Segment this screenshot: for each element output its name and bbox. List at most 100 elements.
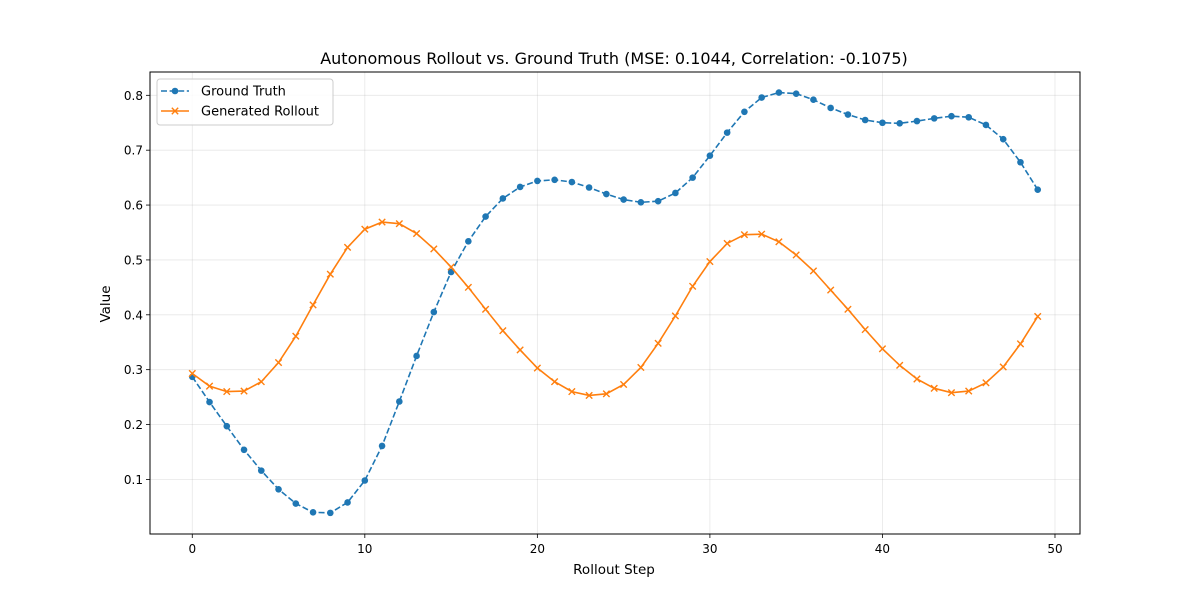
data-point [240, 387, 248, 395]
data-point [430, 308, 438, 316]
data-point [274, 358, 283, 367]
data-point [205, 382, 214, 390]
data-point [516, 346, 524, 354]
data-point [913, 117, 921, 125]
data-point [930, 384, 938, 393]
data-point [568, 178, 576, 186]
data-point [672, 189, 679, 197]
data-point [447, 263, 455, 271]
data-point [861, 325, 869, 334]
data-point [188, 369, 196, 378]
data-point [585, 184, 593, 191]
data-point [1034, 186, 1042, 193]
data-point [378, 218, 386, 226]
legend-item: Generated Rollout [161, 105, 319, 120]
data-point [361, 477, 369, 484]
data-point [534, 177, 541, 185]
legend-box [156, 78, 334, 126]
data-point [603, 190, 610, 198]
data-point [275, 485, 282, 493]
data-point [620, 196, 627, 203]
x-axis-label: Rollout Step [573, 562, 655, 578]
y-axis-label: Value [98, 285, 114, 322]
y-tick-label: 0.3 [124, 363, 143, 377]
data-point [706, 152, 714, 159]
data-point [861, 116, 869, 124]
data-point [895, 361, 904, 369]
data-point [913, 375, 921, 383]
data-point [602, 390, 611, 398]
data-point [844, 305, 852, 314]
plot-frame [149, 71, 1081, 535]
data-point [240, 446, 248, 454]
data-point [930, 115, 938, 122]
x-tick-label: 50 [1047, 542, 1062, 556]
data-point [430, 245, 438, 253]
x-tick-label: 10 [357, 542, 372, 556]
data-point [947, 389, 956, 397]
data-point [688, 282, 697, 290]
data-point [257, 467, 265, 474]
data-point [637, 199, 645, 206]
y-tick-label: 0.5 [124, 253, 143, 267]
data-point [292, 500, 300, 507]
data-point [481, 305, 490, 314]
data-point [413, 352, 420, 360]
data-point [758, 94, 765, 101]
data-point [257, 378, 265, 386]
data-point [741, 108, 748, 116]
x-tick-label: 0 [188, 542, 196, 556]
series-generated-rollout [188, 218, 1042, 400]
data-point [844, 111, 852, 118]
chart-title: Autonomous Rollout vs. Ground Truth (MSE… [320, 49, 908, 68]
data-point [982, 121, 990, 129]
data-point [792, 251, 800, 259]
data-point [879, 119, 886, 127]
data-point [447, 268, 455, 276]
data-point [395, 220, 404, 228]
data-point [757, 230, 766, 238]
data-point [464, 283, 473, 292]
y-tick-label: 0.4 [124, 308, 143, 322]
y-tick-label: 0.6 [124, 199, 143, 213]
data-point [223, 387, 231, 396]
data-point [309, 509, 317, 516]
data-point [533, 364, 542, 372]
data-point [654, 339, 662, 348]
legend-item: Ground Truth [161, 85, 286, 100]
legend: Ground Truth Generated Rollout [156, 78, 334, 126]
data-point [896, 120, 903, 127]
data-point [723, 239, 731, 248]
data-point [965, 113, 973, 121]
data-point [396, 398, 403, 405]
data-point [982, 379, 990, 387]
axis-ticks: 0 10 20 30 40 50 0.1 0.2 0.3 0.4 0.5 0.6 0.7 0.8 [124, 89, 1063, 556]
data-point [326, 270, 335, 278]
data-point [482, 213, 489, 220]
data-point [671, 312, 680, 320]
y-tick-label: 0.2 [124, 418, 143, 432]
data-point [343, 243, 352, 252]
data-point [948, 112, 955, 120]
data-point [465, 237, 472, 245]
data-point [550, 378, 559, 386]
data-point [775, 238, 783, 246]
data-point [637, 363, 645, 372]
data-point [689, 174, 696, 181]
data-point [999, 363, 1007, 371]
data-point [1016, 340, 1025, 348]
data-point [999, 135, 1007, 143]
legend-marker [171, 87, 179, 95]
data-point [412, 229, 421, 238]
series-ground-truth [188, 89, 1042, 517]
data-point [327, 509, 334, 517]
data-point [1034, 312, 1042, 321]
x-tick-label: 30 [702, 542, 717, 556]
y-tick-label: 0.1 [124, 473, 143, 487]
data-point [706, 257, 714, 266]
legend-label: Generated Rollout [201, 105, 319, 120]
plot-series [188, 89, 1042, 517]
x-tick-label: 40 [875, 542, 890, 556]
